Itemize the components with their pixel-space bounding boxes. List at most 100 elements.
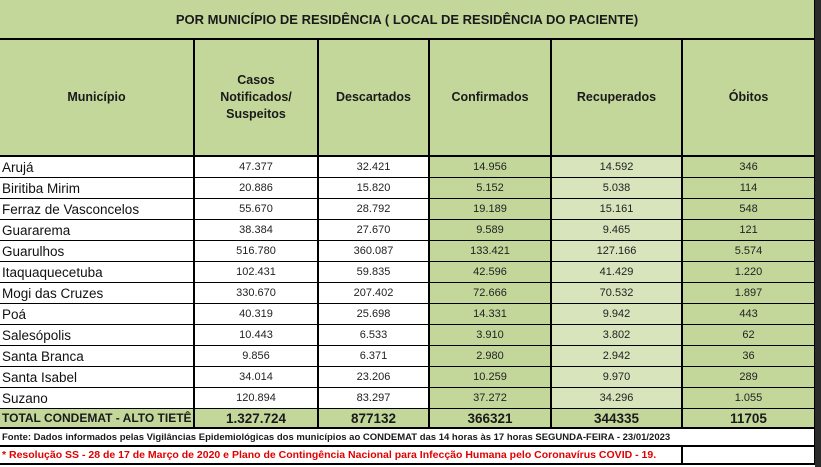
cell-descartados: 28.792 — [318, 198, 430, 220]
total-municipio: TOTAL CONDEMAT - ALTO TIETÊ — [0, 408, 195, 429]
table-row: Guarulhos 516.780 360.087 133.421 127.166 5.5… — [0, 240, 817, 262]
cell-municipio: Itaquaquecetuba — [0, 261, 195, 283]
cell-casos: 55.670 — [194, 198, 319, 220]
cell-descartados: 27.670 — [318, 219, 430, 241]
cell-obitos: 548 — [682, 198, 817, 220]
cell-confirmados: 14.331 — [429, 303, 552, 325]
table-row: Salesópolis 10.443 6.533 3.910 3.802 62 — [0, 324, 817, 346]
cell-descartados: 6.533 — [318, 324, 430, 346]
col-header-recuperados: Recuperados — [551, 39, 683, 157]
total-casos: 1.327.724 — [194, 408, 319, 429]
cell-descartados: 6.371 — [318, 345, 430, 367]
cell-confirmados: 9.589 — [429, 219, 552, 241]
table-row: Biritiba Mirim 20.886 15.820 5.152 5.038 114 — [0, 177, 817, 199]
table-row: Guararema 38.384 27.670 9.589 9.465 121 — [0, 219, 817, 241]
title-row: POR MUNICÍPIO DE RESIDÊNCIA ( LOCAL DE R… — [0, 0, 817, 40]
cell-recuperados: 34.296 — [551, 387, 683, 409]
table-row: Santa Branca 9.856 6.371 2.980 2.942 36 — [0, 345, 817, 367]
cell-casos: 516.780 — [194, 240, 319, 262]
cell-municipio: Salesópolis — [0, 324, 195, 346]
cell-descartados: 23.206 — [318, 366, 430, 388]
cell-casos: 10.443 — [194, 324, 319, 346]
cell-municipio: Santa Branca — [0, 345, 195, 367]
cell-confirmados: 19.189 — [429, 198, 552, 220]
cell-recuperados: 9.970 — [551, 366, 683, 388]
cell-confirmados: 14.956 — [429, 156, 552, 178]
cell-casos: 20.886 — [194, 177, 319, 199]
table-row: Itaquaquecetuba 102.431 59.835 42.596 41.429… — [0, 261, 817, 283]
cell-confirmados: 37.272 — [429, 387, 552, 409]
cell-recuperados: 14.592 — [551, 156, 683, 178]
total-row: TOTAL CONDEMAT - ALTO TIETÊ 1.327.724 8771… — [0, 408, 817, 429]
col-header-descartados: Descartados — [318, 39, 430, 157]
total-descartados: 877132 — [318, 408, 430, 429]
cell-confirmados: 5.152 — [429, 177, 552, 199]
cell-recuperados: 5.038 — [551, 177, 683, 199]
footer-note: * Resolução SS - 28 de 17 de Março de 20… — [0, 446, 683, 465]
cell-confirmados: 10.259 — [429, 366, 552, 388]
cell-confirmados: 42.596 — [429, 261, 552, 283]
cell-descartados: 25.698 — [318, 303, 430, 325]
footer-source: Fonte: Dados informados pelas Vigilância… — [0, 428, 817, 447]
cell-confirmados: 3.910 — [429, 324, 552, 346]
table-row: Poá 40.319 25.698 14.331 9.942 443 — [0, 303, 817, 325]
cell-casos: 34.014 — [194, 366, 319, 388]
cell-obitos: 346 — [682, 156, 817, 178]
header-row: Município Casos Notificados/Suspeitos De… — [0, 39, 817, 157]
cell-recuperados: 41.429 — [551, 261, 683, 283]
footer-source-row: Fonte: Dados informados pelas Vigilância… — [0, 428, 817, 447]
cell-obitos: 121 — [682, 219, 817, 241]
cell-descartados: 207.402 — [318, 282, 430, 304]
table-row: Suzano 120.894 83.297 37.272 34.296 1.055 — [0, 387, 817, 409]
cell-recuperados: 70.532 — [551, 282, 683, 304]
cell-municipio: Guarulhos — [0, 240, 195, 262]
cell-descartados: 360.087 — [318, 240, 430, 262]
cell-obitos: 289 — [682, 366, 817, 388]
cell-municipio: Guararema — [0, 219, 195, 241]
cell-municipio: Poá — [0, 303, 195, 325]
cell-descartados: 59.835 — [318, 261, 430, 283]
cell-obitos: 1.897 — [682, 282, 817, 304]
cell-obitos: 36 — [682, 345, 817, 367]
table-title: POR MUNICÍPIO DE RESIDÊNCIA ( LOCAL DE R… — [0, 0, 817, 40]
cell-obitos: 1.055 — [682, 387, 817, 409]
window-edge — [815, 0, 821, 467]
cell-casos: 38.384 — [194, 219, 319, 241]
cell-recuperados: 127.166 — [551, 240, 683, 262]
total-obitos: 11705 — [682, 408, 817, 429]
cell-casos: 102.431 — [194, 261, 319, 283]
total-confirmados: 366321 — [429, 408, 552, 429]
cell-obitos: 5.574 — [682, 240, 817, 262]
cell-confirmados: 2.980 — [429, 345, 552, 367]
cell-municipio: Suzano — [0, 387, 195, 409]
table-row: Mogi das Cruzes 330.670 207.402 72.666 70.53… — [0, 282, 817, 304]
cell-municipio: Santa Isabel — [0, 366, 195, 388]
cell-confirmados: 133.421 — [429, 240, 552, 262]
cell-recuperados: 9.942 — [551, 303, 683, 325]
cell-casos: 120.894 — [194, 387, 319, 409]
table-row: Ferraz de Vasconcelos 55.670 28.792 19.189 1… — [0, 198, 817, 220]
cell-obitos: 62 — [682, 324, 817, 346]
cell-confirmados: 72.666 — [429, 282, 552, 304]
cell-municipio: Ferraz de Vasconcelos — [0, 198, 195, 220]
cell-recuperados: 9.465 — [551, 219, 683, 241]
table-row: Santa Isabel 34.014 23.206 10.259 9.970 289 — [0, 366, 817, 388]
cell-recuperados: 15.161 — [551, 198, 683, 220]
footer-note-row: * Resolução SS - 28 de 17 de Março de 20… — [0, 446, 817, 465]
cell-obitos: 114 — [682, 177, 817, 199]
col-header-obitos: Óbitos — [682, 39, 817, 157]
cell-descartados: 32.421 — [318, 156, 430, 178]
cell-descartados: 15.820 — [318, 177, 430, 199]
cell-obitos: 1.220 — [682, 261, 817, 283]
cell-recuperados: 3.802 — [551, 324, 683, 346]
cell-casos: 47.377 — [194, 156, 319, 178]
col-header-confirmados: Confirmados — [429, 39, 552, 157]
cell-obitos: 443 — [682, 303, 817, 325]
empty-cell — [682, 446, 817, 465]
cell-descartados: 83.297 — [318, 387, 430, 409]
col-header-municipio: Município — [0, 39, 195, 157]
cell-municipio: Biritiba Mirim — [0, 177, 195, 199]
col-header-casos: Casos Notificados/Suspeitos — [194, 39, 319, 157]
